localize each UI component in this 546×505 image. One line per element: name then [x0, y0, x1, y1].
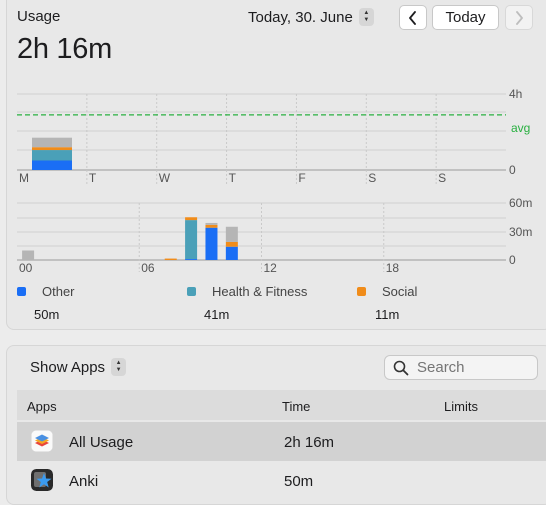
table-row-anki[interactable]: Anki 50m: [17, 461, 546, 500]
previous-day-button[interactable]: [399, 5, 427, 30]
search-icon: [393, 360, 409, 375]
legend-social: Social: [357, 284, 417, 299]
date-picker[interactable]: Today, 30. June ▲ ▼: [248, 8, 374, 26]
date-label: Today, 30. June: [248, 8, 353, 26]
column-limits[interactable]: Limits: [444, 399, 478, 414]
app-time: 2h 16m: [284, 434, 335, 451]
legend-other: Other: [17, 284, 75, 299]
app-time: 50m: [284, 473, 314, 490]
legend-other-value: 50m: [34, 307, 60, 322]
column-time[interactable]: Time: [282, 399, 311, 414]
legend-social-value: 11m: [375, 307, 400, 322]
legend-health-fitness-swatch: [187, 287, 196, 296]
next-day-button[interactable]: [505, 5, 533, 30]
legend-social-label: Social: [382, 284, 418, 299]
usage-card: [6, 0, 546, 330]
legend-other-swatch: [17, 287, 26, 296]
legend-social-swatch: [357, 287, 366, 296]
chevron-left-icon: [409, 10, 416, 25]
app-name: Anki: [69, 473, 99, 490]
chevron-right-icon: [516, 10, 523, 25]
search-field[interactable]: [384, 355, 538, 380]
date-stepper-icon[interactable]: ▲ ▼: [358, 8, 374, 26]
today-button[interactable]: Today: [432, 5, 499, 30]
app-name: All Usage: [69, 434, 134, 451]
anki-star-icon: [31, 469, 53, 491]
stack-icon: [31, 430, 53, 452]
show-apps-stepper-icon: ▲ ▼: [111, 358, 127, 376]
show-apps-select[interactable]: Show Apps ▲ ▼: [30, 358, 127, 376]
table-row-all-usage[interactable]: All Usage 2h 16m: [17, 422, 546, 461]
total-usage: 2h 16m: [17, 33, 112, 65]
usage-title: Usage: [17, 8, 61, 25]
legend-health-fitness: Health & Fitness: [187, 284, 307, 299]
legend-health-fitness-label: Health & Fitness: [212, 284, 308, 299]
show-apps-label: Show Apps: [30, 358, 106, 376]
apps-table-header: Apps Time Limits: [17, 390, 546, 420]
legend-other-label: Other: [42, 284, 75, 299]
legend-health-fitness-value: 41m: [204, 307, 230, 322]
search-input[interactable]: [417, 359, 527, 376]
column-apps[interactable]: Apps: [27, 399, 57, 414]
